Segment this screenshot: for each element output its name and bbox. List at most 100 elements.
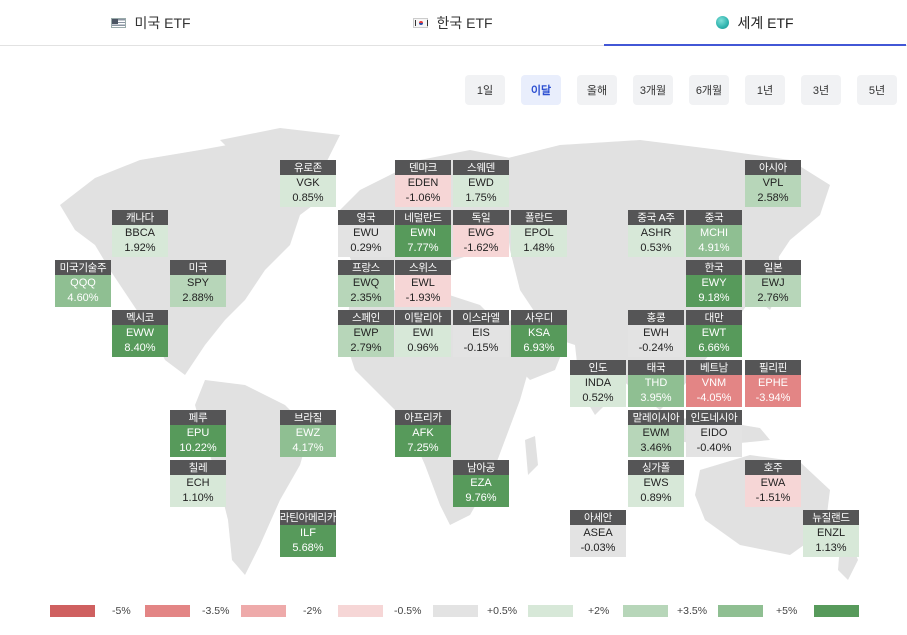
- etf-tile-ewd[interactable]: 스웨덴 EWD 1.75%: [453, 160, 509, 207]
- etf-tile-ewm[interactable]: 말레이시아 EWM 3.46%: [628, 410, 684, 457]
- etf-tile-vgk[interactable]: 유로존 VGK 0.85%: [280, 160, 336, 207]
- legend-label: -0.5%: [394, 605, 422, 617]
- etf-change-percent: 7.77%: [407, 242, 439, 254]
- tab-us-etf[interactable]: 미국 ETF: [0, 0, 302, 45]
- etf-change-percent: 1.92%: [124, 242, 156, 254]
- tab-world-etf[interactable]: 세계 ETF: [604, 0, 906, 46]
- etf-tile-ewz[interactable]: 브라질 EWZ 4.17%: [280, 410, 336, 457]
- etf-tile-eido[interactable]: 인도네시아 EIDO -0.40%: [686, 410, 742, 457]
- etf-region-name: 아시아: [745, 160, 801, 175]
- etf-tile-ksa[interactable]: 사우디 KSA 6.93%: [511, 310, 567, 357]
- period-5y-button[interactable]: 5년: [857, 75, 897, 105]
- us-flag-icon: [111, 17, 127, 28]
- etf-tile-afk[interactable]: 아프리카 AFK 7.25%: [395, 410, 451, 457]
- etf-ticker: EWU: [353, 227, 379, 239]
- etf-region-name: 중국: [686, 210, 742, 225]
- etf-change-percent: -3.94%: [755, 392, 791, 404]
- etf-tile-ewq[interactable]: 프랑스 EWQ 2.35%: [338, 260, 394, 307]
- etf-tile-ewh[interactable]: 홍콩 EWH -0.24%: [628, 310, 684, 357]
- period-month-button[interactable]: 이달: [521, 75, 561, 105]
- etf-tile-eww[interactable]: 멕시코 EWW 8.40%: [112, 310, 168, 357]
- etf-tile-vpl[interactable]: 아시아 VPL 2.58%: [745, 160, 801, 207]
- etf-region-name: 프랑스: [338, 260, 394, 275]
- etf-ticker: MCHI: [699, 227, 729, 239]
- etf-tile-epol[interactable]: 폴란드 EPOL 1.48%: [511, 210, 567, 257]
- etf-change-percent: 0.52%: [582, 392, 614, 404]
- etf-tile-bbca[interactable]: 캐나다 BBCA 1.92%: [112, 210, 168, 257]
- etf-tile-body: ILF 5.68%: [280, 525, 336, 557]
- tab-kr-etf[interactable]: 한국 ETF: [302, 0, 604, 45]
- etf-tile-eden[interactable]: 덴마크 EDEN -1.06%: [395, 160, 451, 207]
- period-1y-button[interactable]: 1년: [745, 75, 785, 105]
- etf-ticker: EWT: [701, 327, 727, 339]
- etf-tile-ewt[interactable]: 대만 EWT 6.66%: [686, 310, 742, 357]
- etf-tile-thd[interactable]: 태국 THD 3.95%: [628, 360, 684, 407]
- etf-tile-mchi[interactable]: 중국 MCHI 4.91%: [686, 210, 742, 257]
- period-ytd-button[interactable]: 올해: [577, 75, 617, 105]
- etf-region-name: 덴마크: [395, 160, 451, 175]
- etf-change-percent: -1.06%: [405, 192, 441, 204]
- period-3m-button[interactable]: 3개월: [633, 75, 673, 105]
- etf-tile-ech[interactable]: 칠레 ECH 1.10%: [170, 460, 226, 507]
- etf-tile-body: EWJ 2.76%: [745, 275, 801, 307]
- etf-tile-ephe[interactable]: 필리핀 EPHE -3.94%: [745, 360, 801, 407]
- etf-ticker: EWI: [412, 327, 434, 339]
- etf-change-percent: 1.75%: [465, 192, 497, 204]
- etf-region-name: 남아공: [453, 460, 509, 475]
- etf-tile-enzl[interactable]: 뉴질랜드 ENZL 1.13%: [803, 510, 859, 557]
- etf-change-percent: -0.15%: [463, 342, 499, 354]
- etf-change-percent: 0.85%: [292, 192, 324, 204]
- period-1d-button[interactable]: 1일: [465, 75, 505, 105]
- etf-tile-body: EWL -1.93%: [395, 275, 451, 307]
- etf-tile-eza[interactable]: 남아공 EZA 9.76%: [453, 460, 509, 507]
- etf-tile-ewg[interactable]: 독일 EWG -1.62%: [453, 210, 509, 257]
- etf-tile-ewj[interactable]: 일본 EWJ 2.76%: [745, 260, 801, 307]
- etf-tile-epu[interactable]: 페루 EPU 10.22%: [170, 410, 226, 457]
- etf-region-name: 호주: [745, 460, 801, 475]
- etf-ticker: EWW: [125, 327, 155, 339]
- period-6m-button[interactable]: 6개월: [689, 75, 729, 105]
- globe-icon: [716, 16, 730, 29]
- etf-tile-body: EWP 2.79%: [338, 325, 394, 357]
- etf-ticker: VNM: [701, 377, 727, 389]
- etf-tile-ewn[interactable]: 네덜란드 EWN 7.77%: [395, 210, 451, 257]
- etf-tile-body: BBCA 1.92%: [112, 225, 168, 257]
- etf-tile-spy[interactable]: 미국 SPY 2.88%: [170, 260, 226, 307]
- etf-change-percent: 0.29%: [350, 242, 382, 254]
- etf-tile-ashr[interactable]: 중국 A주 ASHR 0.53%: [628, 210, 684, 257]
- etf-tile-ewa[interactable]: 호주 EWA -1.51%: [745, 460, 801, 507]
- legend-swatch: [718, 605, 763, 617]
- etf-tile-ewl[interactable]: 스위스 EWL -1.93%: [395, 260, 451, 307]
- etf-tile-body: AFK 7.25%: [395, 425, 451, 457]
- legend-label: -5%: [112, 605, 131, 617]
- etf-tile-ewp[interactable]: 스페인 EWP 2.79%: [338, 310, 394, 357]
- etf-ticker: EWD: [468, 177, 494, 189]
- etf-ticker: THD: [644, 377, 668, 389]
- etf-tile-ilf[interactable]: 라틴아메리카 ILF 5.68%: [280, 510, 336, 557]
- etf-tile-ews[interactable]: 싱가폴 EWS 0.89%: [628, 460, 684, 507]
- legend-swatch: [433, 605, 478, 617]
- legend-label: +3.5%: [677, 605, 708, 617]
- etf-ticker: EWQ: [352, 277, 380, 289]
- etf-tile-ewi[interactable]: 이탈리아 EWI 0.96%: [395, 310, 451, 357]
- etf-tile-body: EPU 10.22%: [170, 425, 226, 457]
- etf-tile-eis[interactable]: 이스라엘 EIS -0.15%: [453, 310, 509, 357]
- etf-tile-asea[interactable]: 아세안 ASEA -0.03%: [570, 510, 626, 557]
- etf-tile-ewu[interactable]: 영국 EWU 0.29%: [338, 210, 394, 257]
- etf-change-percent: 8.40%: [124, 342, 156, 354]
- etf-tile-ewy[interactable]: 한국 EWY 9.18%: [686, 260, 742, 307]
- legend-swatch: [145, 605, 190, 617]
- etf-ticker: EWA: [760, 477, 786, 489]
- etf-change-percent: 10.22%: [179, 442, 217, 454]
- etf-tile-body: EWQ 2.35%: [338, 275, 394, 307]
- map-asia: [500, 140, 830, 410]
- etf-tile-inda[interactable]: 인도 INDA 0.52%: [570, 360, 626, 407]
- etf-region-name: 페루: [170, 410, 226, 425]
- etf-region-name: 영국: [338, 210, 394, 225]
- etf-change-percent: 4.60%: [67, 292, 99, 304]
- period-3y-button[interactable]: 3년: [801, 75, 841, 105]
- legend-label: +5%: [776, 605, 798, 617]
- etf-tile-vnm[interactable]: 베트남 VNM -4.05%: [686, 360, 742, 407]
- etf-tile-qqq[interactable]: 미국기술주 QQQ 4.60%: [55, 260, 111, 307]
